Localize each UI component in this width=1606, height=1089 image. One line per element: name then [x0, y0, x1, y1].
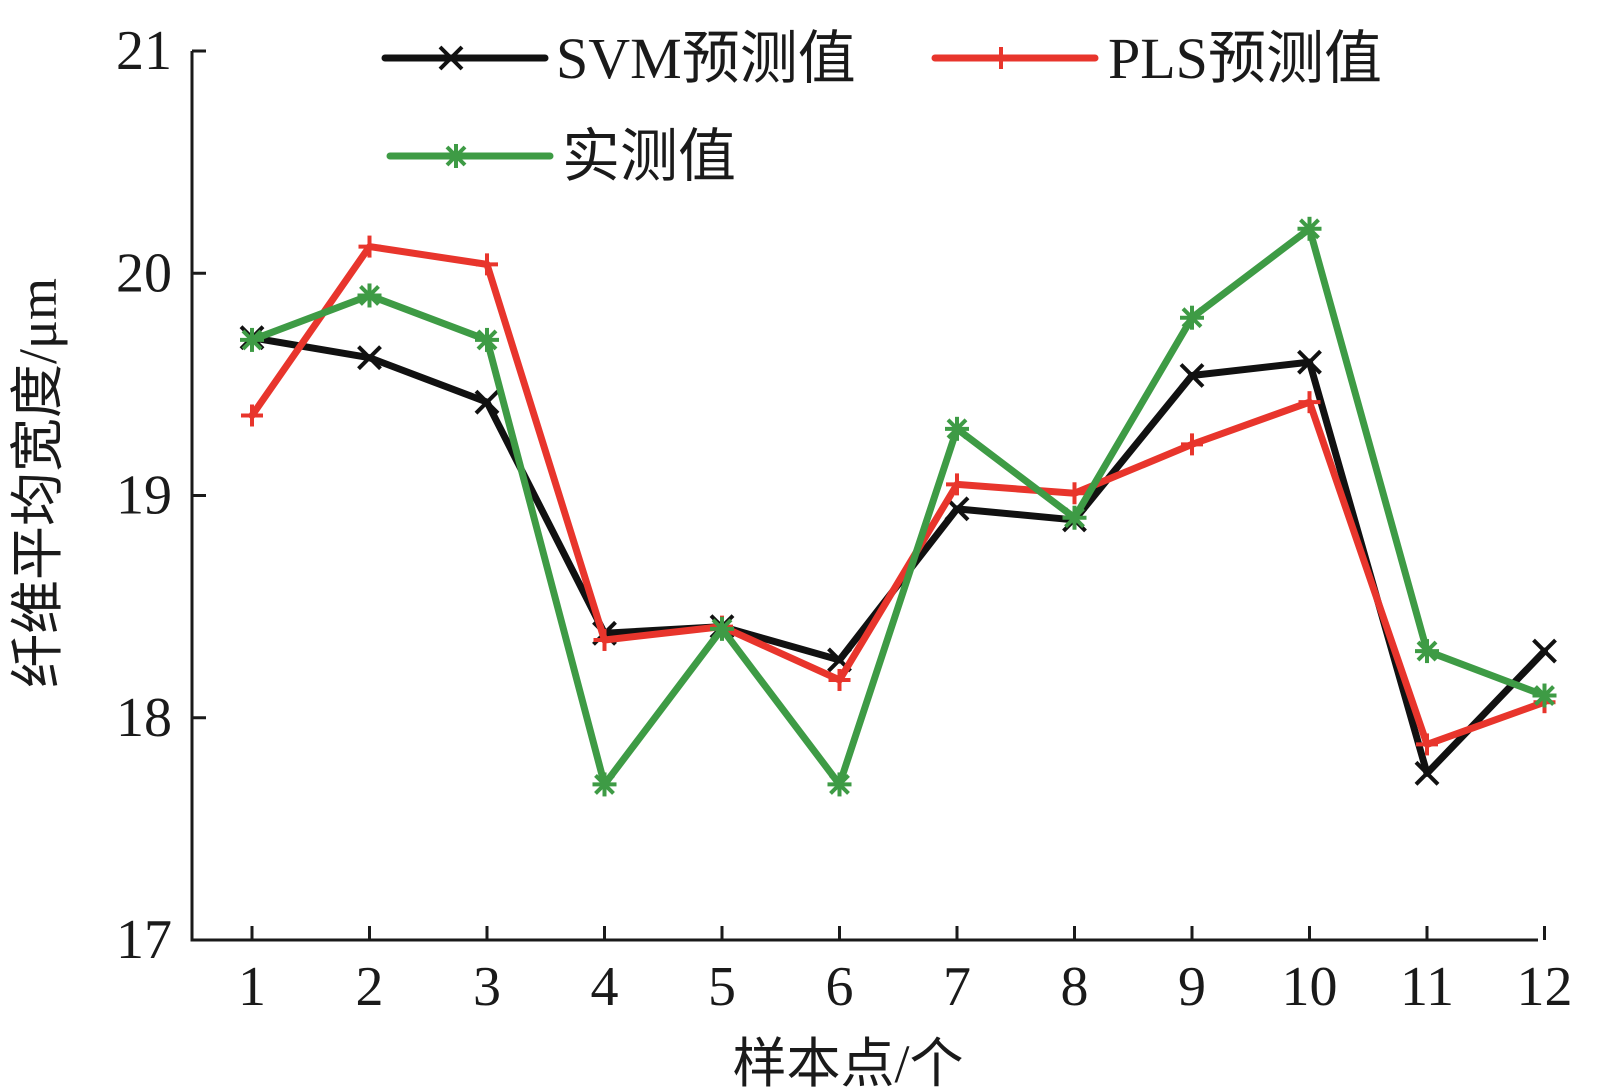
data-point	[240, 327, 264, 352]
x-tick-label: 6	[826, 956, 854, 1018]
data-point	[1181, 433, 1203, 456]
x-axis-title: 样本点/个	[732, 1034, 963, 1089]
y-tick-label: 18	[116, 687, 172, 749]
data-point	[593, 628, 616, 651]
data-point	[476, 253, 498, 276]
legend-item: PLS预测值	[931, 26, 1382, 91]
series-group	[241, 235, 1556, 756]
data-point	[592, 772, 617, 797]
data-point	[1416, 733, 1438, 756]
data-point	[358, 235, 381, 258]
legend-marker	[444, 144, 468, 168]
x-tick-label: 11	[1400, 956, 1454, 1018]
data-point	[827, 772, 852, 797]
data-point	[475, 327, 499, 352]
axis-lines	[190, 51, 1538, 942]
x-tick-label: 9	[1178, 956, 1206, 1018]
y-tick-label: 20	[116, 242, 172, 304]
data-point	[1532, 683, 1557, 708]
x-tick-label: 7	[943, 956, 971, 1018]
y-tick-label: 21	[116, 20, 172, 82]
data-point	[357, 283, 382, 308]
x-tick-label: 2	[356, 956, 384, 1018]
data-point	[1062, 505, 1087, 530]
data-point	[1179, 363, 1205, 388]
y-tick-label: 19	[116, 465, 172, 527]
data-point	[1415, 639, 1439, 664]
legend-label: 实测值	[562, 124, 736, 189]
data-point	[1063, 482, 1086, 505]
y-axis-title: 纤维平均宽度/μm	[8, 278, 68, 688]
legend-label: SVM预测值	[556, 26, 856, 91]
legend-item: SVM预测值	[381, 26, 856, 91]
x-tick-label: 1	[238, 956, 266, 1018]
data-point	[946, 473, 968, 496]
series-line	[248, 225, 1548, 788]
y-tick-label: 17	[116, 909, 172, 971]
data-point	[1298, 391, 1321, 414]
x-tick-label: 4	[591, 956, 619, 1018]
data-point	[1297, 216, 1322, 241]
series-line	[248, 243, 1548, 748]
data-point	[1532, 638, 1557, 664]
legend-marker	[438, 45, 464, 71]
data-point	[945, 416, 969, 441]
legend-label: PLS预测值	[1108, 26, 1382, 91]
data-point	[1180, 305, 1204, 330]
series-line	[248, 334, 1548, 777]
data-point	[357, 345, 382, 371]
x-tick-label: 12	[1517, 956, 1573, 1018]
data-point	[1297, 349, 1322, 375]
x-tick-label: 10	[1282, 956, 1338, 1018]
series-group	[240, 216, 1557, 797]
legend-item: 实测值	[386, 124, 736, 189]
data-point	[474, 389, 500, 415]
legend-marker	[990, 47, 1012, 69]
data-point	[828, 668, 851, 691]
data-point	[1414, 760, 1440, 786]
series-layer	[239, 216, 1557, 797]
data-point	[710, 616, 734, 641]
x-tick-label: 3	[473, 956, 501, 1018]
data-point	[241, 404, 263, 427]
x-tick-label: 5	[708, 956, 736, 1018]
x-tick-label: 8	[1061, 956, 1089, 1018]
